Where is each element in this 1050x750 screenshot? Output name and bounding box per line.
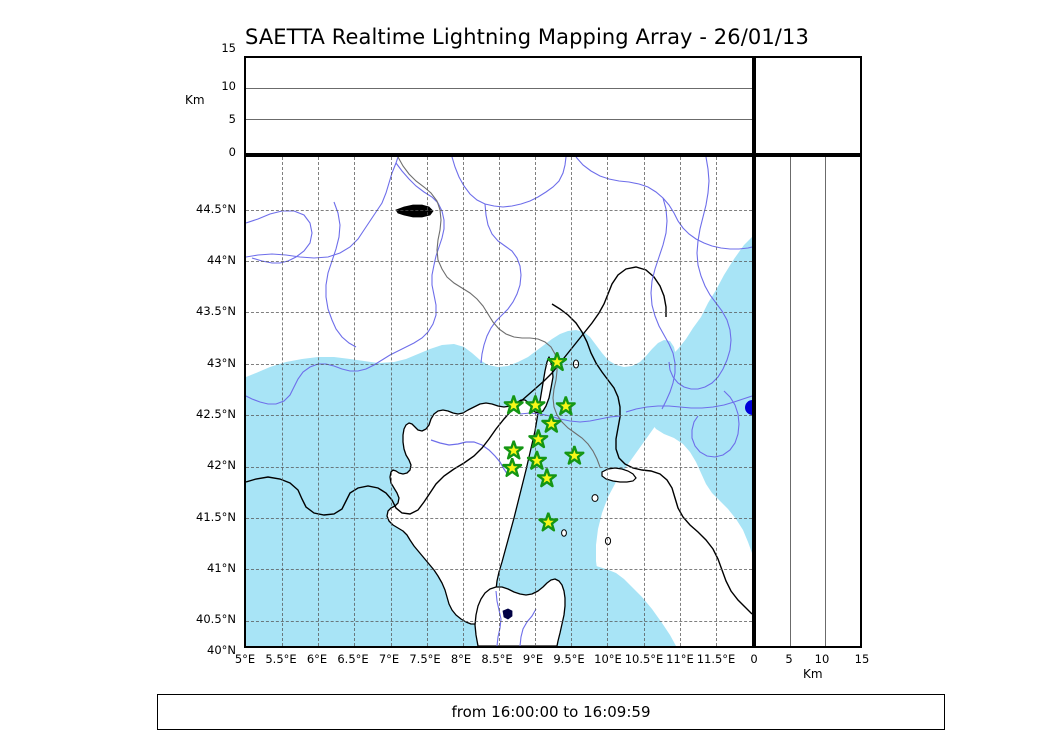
lake-leman [395,204,434,218]
lon-tick-5.5: 5.5°E [265,652,297,666]
top-ytick-5: 5 [228,112,236,126]
lon-tick-7: 7°E [378,652,400,666]
lat-tick-43.5: 43.5°N [196,304,236,318]
time-range-status-bar[interactable]: from 16:00:00 to 16:09:59 [157,694,945,730]
lon-tick-8: 8°E [450,652,472,666]
islet-1 [591,494,599,502]
sardinia-river-1 [495,590,502,646]
station-marker-10 [502,458,523,477]
right-xtick-5: 5 [785,652,793,666]
lat-tick-44.5: 44.5°N [196,202,236,216]
top-ytick-15: 15 [221,41,236,55]
lat-tick-42.5: 42.5°N [196,407,236,421]
lon-tick-9.5: 9.5°E [553,652,585,666]
station-marker-09 [526,450,547,470]
lon-tick-7.5: 7.5°E [409,652,441,666]
corsica-river [430,439,509,476]
station-marker-02 [503,395,524,415]
map-gridline-lon-7 [390,157,392,646]
sardinia-landmass [474,578,566,646]
lat-tick-44: 44°N [207,253,236,267]
station-marker-01 [547,352,568,372]
station-marker-11 [536,468,557,488]
station-marker-07 [503,440,524,460]
top-altitude-profile-panel[interactable] [244,56,754,155]
map-gridline-lon-11 [679,157,681,646]
map-gridline-lon-5.5 [282,157,284,646]
right-panel-gridline-10 [824,157,826,646]
lat-tick-43: 43°N [207,356,236,370]
mainland-coastline [246,266,667,516]
lat-tick-40: 40°N [207,643,236,657]
top-panel-gridline-5 [246,118,752,120]
map-gridline-lon-6 [318,157,320,646]
right-panel-axis-label: Km [803,667,823,681]
right-xtick-10: 10 [814,652,830,666]
lon-tick-11: 11°E [666,652,694,666]
lightning-source-marker[interactable] [745,400,752,415]
lon-tick-9: 9°E [522,652,544,666]
corsica-landmass [386,356,554,625]
right-panel-gridline-5 [790,157,792,646]
station-marker-04 [555,396,576,416]
map-gridline-lon-11.5 [715,157,717,646]
lon-tick-10: 10°E [594,652,622,666]
lon-tick-5: 5°E [234,652,256,666]
islet-3 [561,529,567,537]
lon-tick-6: 6°E [306,652,328,666]
top-ytick-0: 0 [228,145,236,159]
map-gridline-lon-8 [462,157,464,646]
lon-tick-8.5: 8.5°E [481,652,513,666]
top-ytick-10: 10 [221,79,236,93]
time-range-text: from 16:00:00 to 16:09:59 [451,703,651,721]
lat-tick-40.5: 40.5°N [196,612,236,626]
station-marker-03 [525,395,546,415]
map-gridline-lon-10.5 [643,157,645,646]
rivers-mainland [246,157,752,458]
map-gridline-lon-10 [607,157,609,646]
elba-island [601,467,637,483]
map-gridline-lon-7.5 [426,157,428,646]
page-title: SAETTA Realtime Lightning Mapping Array … [245,25,809,49]
political-borders [397,157,601,468]
sardinia-lake-1 [502,608,513,620]
station-marker-12 [538,512,559,532]
lat-tick-41.5: 41.5°N [196,510,236,524]
map-gridline-lon-8.5 [499,157,500,646]
map-gridline-lon-6.5 [354,157,356,646]
lat-tick-42: 42°N [207,458,236,472]
map-panel[interactable] [244,155,754,648]
right-xtick-0: 0 [750,652,758,666]
right-xtick-15: 15 [854,652,870,666]
top-panel-axis-label: Km [185,93,205,107]
station-marker-05 [541,413,562,433]
top-right-corner-panel [754,56,862,155]
lon-tick-6.5: 6.5°E [337,652,369,666]
station-marker-08 [564,445,585,465]
lon-tick-11.5: 11.5°E [696,652,736,666]
lon-tick-10.5: 10.5°E [624,652,664,666]
station-marker-06 [528,429,549,449]
station-markers-layer[interactable] [246,157,752,646]
top-panel-gridline-10 [246,88,752,90]
sardinia-river-2 [519,608,537,646]
lat-tick-41: 41°N [207,561,236,575]
right-altitude-profile-panel[interactable] [754,155,862,648]
map-gridline-lon-9.5 [571,157,573,646]
